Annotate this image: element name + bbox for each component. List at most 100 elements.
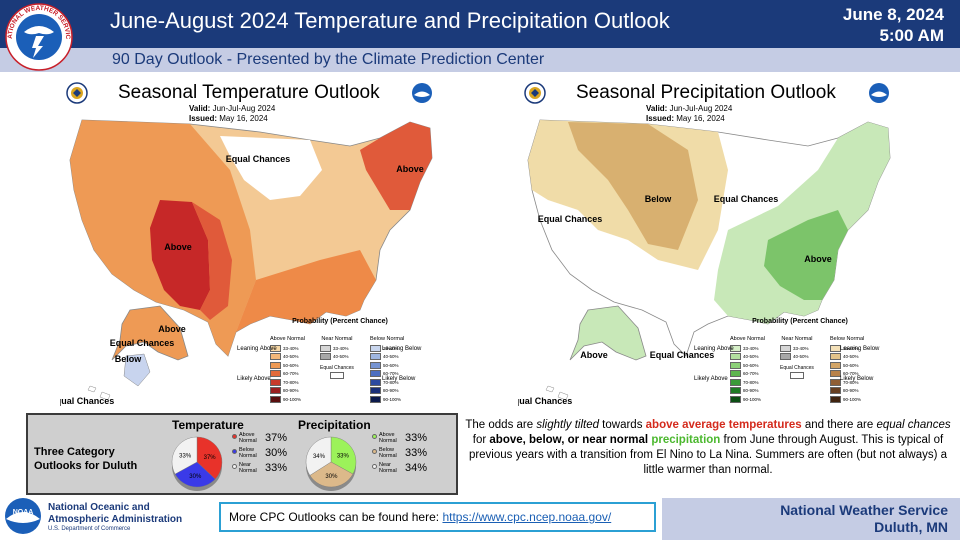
temp-above-legend-text: 60-70% (283, 371, 299, 377)
precip-below-legend-row: 90-100% (830, 395, 864, 404)
temp-near-legend-row: 33-40% (320, 344, 354, 353)
precipitation-pie-legend-label: Below Normal (379, 447, 397, 459)
cpc-link[interactable]: https://www.cpc.ncep.noaa.gov/ (442, 510, 612, 524)
temperature-pie-legend-dot (232, 449, 237, 454)
temp-above-legend-row: 60-70% (270, 370, 305, 379)
narrative-slightly: slightly tilted (536, 419, 599, 431)
leaning-above-label: Leaning Above (237, 346, 277, 352)
precip-above-legend-text: 60-70% (743, 371, 759, 377)
subtitle-bar: 90 Day Outlook - Presented by the Climat… (0, 48, 960, 72)
noaa-logo-icon: NOAA (5, 498, 41, 534)
precip-below-legend-row: 70-80% (830, 378, 864, 387)
precip-below-legend-text: 50-60% (843, 362, 859, 368)
precip-above-legend-row: 60-70% (730, 370, 765, 379)
temp-above-legend-row: 40-50% (270, 353, 305, 362)
temp-below-legend-row: 90-100% (370, 395, 404, 404)
label-equal-chances-west: Equal Chances (538, 214, 603, 224)
precip-above-legend-text: 40-50% (743, 354, 759, 360)
temp-near-legend-row: 40-50% (320, 353, 354, 362)
temperature-pie-legend: Above Normal 37% Below Normal 30% Near Norma… (232, 432, 287, 477)
temp-below-legend-swatch (370, 353, 381, 361)
temp-above-legend-swatch (270, 370, 281, 378)
temperature-pie-legend-dot (232, 464, 237, 469)
precipitation-pie-slice (309, 461, 354, 488)
temp-below-legend-text: 33-40% (383, 345, 399, 351)
precip-below-legend-text: 70-80% (843, 379, 859, 385)
precipitation-pie-legend-label: Near Normal (379, 462, 397, 474)
precipitation-pie-legend-dot (372, 464, 377, 469)
precipitation-pie: 33% 30% 34% (305, 436, 357, 491)
nws-name-line: National Weather Service (780, 502, 948, 518)
precip-below-legend-text: 60-70% (843, 371, 859, 377)
precip-below-legend-swatch (830, 353, 841, 361)
valid-label: Valid: (646, 104, 668, 113)
precipitation-pie-legend-pct: 33% (405, 432, 428, 444)
temp-above-legend-row: 90-100% (270, 395, 305, 404)
label-above-alaska: Above (158, 324, 186, 334)
noaa-seal-icon (869, 83, 889, 103)
precipitation-pie-slice-label: 33% (337, 454, 350, 460)
valid-value: Jun-Jul-Aug 2024 (212, 104, 276, 113)
label-below-alaska: Below (115, 354, 143, 364)
temperature-pie-legend-dot (232, 434, 237, 439)
footer-band (662, 498, 960, 540)
more-outlooks-box: More CPC Outlooks can be found here: htt… (219, 502, 656, 532)
above-band-south (236, 250, 376, 332)
temp-above-legend-swatch (270, 344, 281, 352)
temp-below-legend-text: 60-70% (383, 371, 399, 377)
temp-below-legend-text: 90-100% (383, 396, 402, 402)
precip-above-legend-row: 40-50% (730, 353, 765, 362)
temp-near-legend-swatch (320, 353, 331, 361)
temp-near-legend-text: 33-40% (333, 345, 349, 351)
temperature-map: Equal Chances Above Above Above Equal Ch… (60, 119, 433, 406)
precipitation-map-title: Seasonal Precipitation Outlook (576, 82, 836, 103)
label-above-east: Above (804, 254, 832, 264)
above-mid-core (192, 202, 232, 320)
precipitation-pie-slice-label: 34% (313, 454, 326, 460)
precipitation-pie-legend: Above Normal 33% Below Normal 33% Near Norma… (372, 432, 427, 477)
precip-above-legend-swatch (730, 395, 741, 403)
temp-above-legend-text: 40-50% (283, 354, 299, 360)
precipitation-pie-legend-pct: 33% (405, 447, 428, 459)
precip-near-legend-text: 33-40% (793, 345, 809, 351)
narrative-abn: above, below, or near normal (489, 434, 649, 446)
legend-col-below: Below Normal 33-40% 40-50% 50-60% 60-70% 70-… (830, 336, 864, 404)
alaska-outline (111, 305, 189, 361)
legend-equal-chances: Equal Chances (780, 365, 814, 379)
label-below-west: Below (645, 194, 673, 204)
narrative-equal: equal chances (876, 419, 951, 431)
issued-value: May 16, 2024 (219, 114, 268, 123)
precip-below-legend-swatch (830, 387, 841, 395)
precip-above-legend-swatch (730, 361, 741, 369)
temp-below-legend-row: 50-60% (370, 361, 404, 370)
precip-above-legend-swatch (730, 387, 741, 395)
precip-near-legend-swatch (780, 353, 791, 361)
valid-value: Jun-Jul-Aug 2024 (669, 104, 733, 113)
alaska-below (123, 353, 151, 387)
temp-near-legend-text: 40-50% (333, 354, 349, 360)
temp-below-legend-row: 33-40% (370, 344, 404, 353)
label-equal-chances-north: Equal Chances (226, 154, 291, 164)
precip-below-legend-text: 33-40% (843, 345, 859, 351)
precip-above-legend-text: 80-90% (743, 388, 759, 394)
above-east-core (764, 210, 848, 300)
above-northeast (360, 122, 432, 210)
temp-above-legend-swatch (270, 353, 281, 361)
likely-above-label: Likely Above (237, 376, 271, 382)
temp-below-legend-row: 60-70% (370, 370, 404, 379)
precip-above-legend-row: 50-60% (730, 361, 765, 370)
precipitation-pie-legend-pct: 34% (405, 462, 428, 474)
issue-date: June 8, 2024 (842, 5, 944, 24)
likely-below-label: Likely Below (840, 376, 874, 382)
legend-col-above: Above Normal 33-40% 40-50% 50-60% 60-70% 70-… (730, 336, 765, 404)
hawaii-island-1 (545, 385, 555, 393)
temperature-pie-legend-pct: 33% (265, 462, 288, 474)
temperature-pie-legend-label: Above Normal (239, 432, 257, 444)
temp-below-legend-swatch (370, 395, 381, 403)
temp-above-legend-text: 33-40% (283, 345, 299, 351)
temperature-pie-slice (196, 436, 223, 480)
label-equal-chances-hawaii: Equal Chances (60, 396, 114, 406)
precipitation-pie-slice (330, 436, 357, 475)
temperature-pie-legend-label: Below Normal (239, 447, 257, 459)
precipitation-legend: Probability (Percent Chance) Above Norma… (720, 318, 880, 408)
